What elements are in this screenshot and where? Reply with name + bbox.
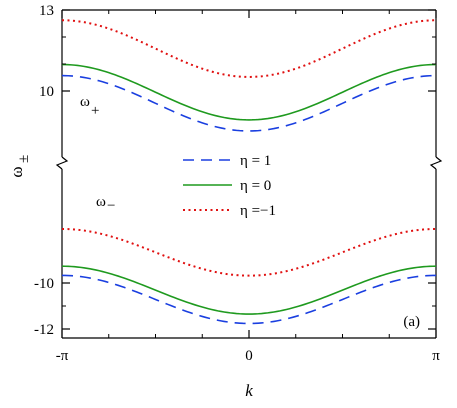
legend-label-0: η = 1 [240, 153, 271, 169]
x-tick-label-0: -π [56, 348, 69, 364]
series-line-upper-2 [61, 19, 437, 78]
curves-group [61, 19, 437, 325]
y-axis-label-group: ω± [7, 155, 32, 178]
series-line-upper-1 [61, 63, 437, 121]
annotation-upper: ω [80, 94, 90, 110]
y-axis-label-sub: ± [16, 155, 32, 163]
series-line-lower-3 [61, 274, 437, 325]
y-tick-label-upper-1: 10 [39, 84, 54, 100]
y-tick-label-lower-1: -12 [34, 322, 54, 338]
x-tick-label-2: π [432, 348, 440, 364]
y-tick-label-lower-0: -10 [34, 276, 54, 292]
series-line-lower-4 [61, 265, 437, 315]
annotation-upper-sub: + [91, 103, 99, 119]
annotation-lower: ω [96, 194, 106, 210]
legend-label-2: η =−1 [240, 203, 276, 219]
ticks-group: -π 0 π 13 10 -10 -12 [34, 3, 440, 364]
x-axis-label: k [245, 381, 253, 400]
axis-break-right [429, 156, 443, 170]
legend: η = 1 η = 0 η =−1 [183, 153, 276, 219]
annotation-lower-sub: − [107, 198, 115, 214]
series-line-lower-5 [61, 227, 437, 277]
labels-group: kω±ω+ω −(a) [7, 94, 420, 400]
axis-break-left [55, 156, 69, 170]
x-tick-label-1: 0 [245, 348, 253, 364]
y-axis-label: ω [7, 166, 26, 177]
y-tick-label-upper-0: 13 [39, 3, 54, 19]
plot-frame [55, 9, 443, 339]
series-line-upper-0 [61, 74, 437, 132]
panel-label: (a) [403, 314, 420, 330]
legend-label-1: η = 0 [240, 178, 271, 194]
